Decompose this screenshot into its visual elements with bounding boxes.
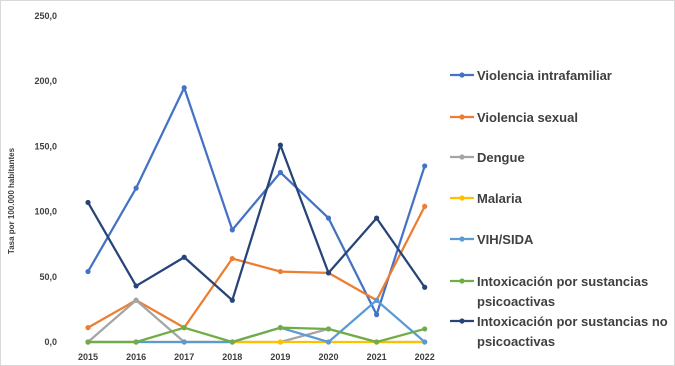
data-point <box>181 85 187 91</box>
y-tick-label: 50,0 <box>39 272 57 282</box>
data-point <box>181 254 187 260</box>
x-tick-label: 2019 <box>270 352 290 362</box>
data-point <box>422 339 428 345</box>
legend-item: Violencia sexual <box>450 110 578 125</box>
legend: Violencia intrafamiliar Violencia sexual D… <box>450 68 668 349</box>
data-point <box>325 270 332 276</box>
data-point <box>277 142 283 148</box>
y-tick-label: 150,0 <box>34 141 57 151</box>
data-point <box>133 339 139 345</box>
y-tick-label: 0,0 <box>44 337 57 347</box>
y-tick-label: 200,0 <box>34 76 57 86</box>
x-tick-label: 2017 <box>174 352 194 362</box>
series-intoxicacion-por-sustancias-no-psicoactivas <box>85 142 428 303</box>
series-line <box>86 326 426 344</box>
y-axis: 0,0 50,0 100,0 150,0 200,0 250,0 <box>34 11 57 347</box>
data-point <box>277 169 283 176</box>
series-intoxicacion-por-sustancias-psicoactivas <box>85 325 428 345</box>
data-point <box>277 268 283 275</box>
legend-marker <box>459 278 465 284</box>
data-point <box>325 339 332 345</box>
series-dengue <box>85 297 428 345</box>
data-point <box>422 163 428 169</box>
legend-item: Intoxicación por sustancias psicoactivas <box>450 274 648 309</box>
data-point <box>422 326 428 332</box>
series-line <box>86 86 426 316</box>
data-point <box>277 339 283 345</box>
x-tick-label: 2016 <box>126 352 146 362</box>
data-point <box>85 199 91 206</box>
y-tick-label: 250,0 <box>34 11 57 21</box>
legend-marker <box>459 72 465 78</box>
data-point <box>374 297 380 303</box>
series-layer <box>85 85 428 345</box>
y-tick-label: 100,0 <box>34 207 57 217</box>
legend-item: Intoxicación por sustancias no psicoactiv… <box>450 314 668 349</box>
legend-marker <box>459 154 465 160</box>
data-point <box>374 339 380 345</box>
x-tick-label: 2018 <box>222 352 242 362</box>
data-point <box>133 297 139 303</box>
data-point <box>422 284 428 290</box>
legend-label: Intoxicación por sustancias psicoactivas <box>477 274 648 309</box>
data-point <box>133 283 139 289</box>
data-point <box>181 339 187 345</box>
data-point <box>85 325 91 331</box>
x-tick-label: 2020 <box>318 352 338 362</box>
data-point <box>374 312 380 318</box>
legend-marker <box>459 114 465 120</box>
legend-marker <box>459 318 465 324</box>
series-line <box>86 143 426 302</box>
series-line <box>86 205 426 329</box>
data-point <box>277 325 283 331</box>
x-tick-label: 2022 <box>415 352 435 362</box>
data-point <box>229 255 235 262</box>
data-point <box>422 203 428 209</box>
data-point <box>229 339 235 345</box>
legend-label: Intoxicación por sustancias no psicoactiv… <box>477 314 668 349</box>
legend-label: VIH/SIDA <box>477 232 534 247</box>
legend-item: Violencia intrafamiliar <box>450 68 612 83</box>
data-point <box>325 215 332 221</box>
series-violencia-intrafamiliar <box>85 85 428 318</box>
data-point <box>374 215 380 221</box>
data-point <box>85 339 91 345</box>
legend-label: Dengue <box>477 150 525 165</box>
legend-marker <box>459 195 465 201</box>
legend-label: Violencia sexual <box>477 110 578 125</box>
series-vih-sida <box>85 297 428 345</box>
legend-item: Malaria <box>450 191 523 206</box>
data-point <box>229 297 235 303</box>
data-point <box>85 268 91 275</box>
data-point <box>133 185 139 191</box>
data-point <box>325 326 332 332</box>
x-axis: 2015 2016 2017 2018 2019 2020 2021 2022 <box>78 352 435 362</box>
legend-item: VIH/SIDA <box>450 232 534 247</box>
data-point <box>181 325 187 331</box>
y-axis-title: Tasa por 100.000 habitantes <box>7 147 16 254</box>
legend-marker <box>459 236 465 242</box>
x-tick-label: 2015 <box>78 352 98 362</box>
x-tick-label: 2021 <box>367 352 387 362</box>
data-point <box>229 227 235 233</box>
legend-label: Violencia intrafamiliar <box>477 68 612 83</box>
legend-label: Malaria <box>477 191 523 206</box>
legend-item: Dengue <box>450 150 525 165</box>
